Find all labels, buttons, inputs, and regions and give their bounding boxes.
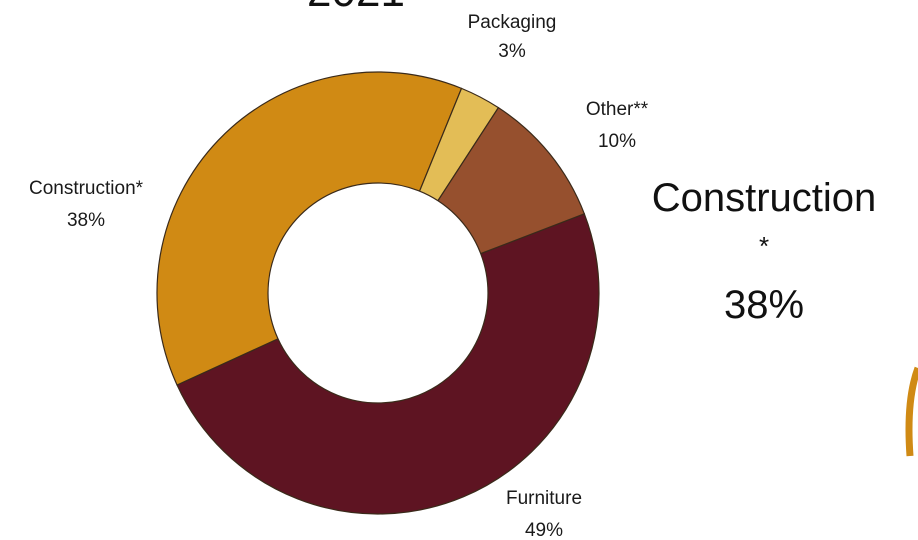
slice-label-packaging: Packaging	[468, 12, 557, 33]
slice-pct-furniture: 49%	[525, 520, 563, 540]
callout-pct: 38%	[724, 283, 804, 327]
callout-name-line1: Construction	[652, 176, 877, 220]
slice-pct-packaging: 3%	[498, 41, 526, 62]
donut-hole	[267, 182, 489, 404]
slice-label-construction: Construction*	[29, 178, 144, 199]
partial-circle-edge	[905, 366, 918, 457]
callout-name-line2: *	[759, 231, 769, 261]
slice-label-furniture: Furniture	[506, 488, 582, 509]
chart-title-fragment: 2021	[307, 0, 405, 16]
slice-label-other: Other**	[586, 99, 649, 120]
slice-pct-construction: 38%	[67, 210, 105, 231]
slice-pct-other: 10%	[598, 131, 636, 152]
